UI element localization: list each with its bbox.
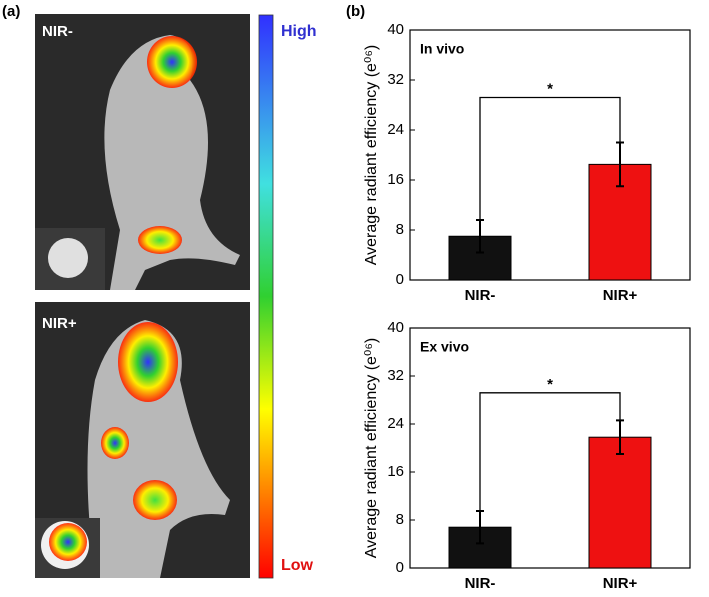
y-tick-label: 32	[387, 71, 404, 88]
bar	[588, 436, 652, 569]
image-label: NIR-	[42, 23, 73, 40]
plot-frame	[409, 327, 691, 569]
y-tick-label: 0	[396, 559, 404, 576]
chart-title: Ex vivo	[420, 339, 469, 355]
y-tick-label: 32	[387, 367, 404, 384]
y-tick-label: 40	[387, 319, 404, 336]
mouse-image	[35, 302, 250, 578]
significance-label: *	[547, 80, 553, 97]
y-tick-label: 16	[387, 171, 404, 188]
y-axis-label: Average radiant efficiency (e⁰⁶)	[363, 338, 380, 559]
colorbar-label: Low	[281, 557, 314, 574]
x-tick-label: NIR-	[465, 575, 496, 592]
y-tick-label: 24	[387, 121, 404, 138]
x-tick-label: NIR+	[603, 287, 638, 304]
y-tick-label: 8	[396, 221, 404, 238]
y-tick-label: 24	[387, 415, 404, 432]
plot-frame	[409, 29, 691, 281]
colorbar	[258, 14, 274, 579]
significance-bracket	[479, 96, 621, 220]
y-tick-label: 0	[396, 271, 404, 288]
x-tick-label: NIR-	[465, 287, 496, 304]
significance-bracket	[479, 392, 621, 511]
y-tick-label: 16	[387, 463, 404, 480]
significance-label: *	[547, 376, 553, 393]
panel-label: (b)	[346, 3, 365, 20]
colorbar-label: High	[281, 23, 317, 40]
y-tick-label: 8	[396, 511, 404, 528]
y-axis-label: Average radiant efficiency (e⁰⁶)	[363, 45, 380, 266]
mouse-image	[35, 14, 250, 290]
chart-title: In vivo	[420, 41, 464, 57]
panel-label: (a)	[2, 3, 20, 20]
y-tick-label: 40	[387, 21, 404, 38]
x-tick-label: NIR+	[603, 575, 638, 592]
image-label: NIR+	[42, 315, 77, 332]
